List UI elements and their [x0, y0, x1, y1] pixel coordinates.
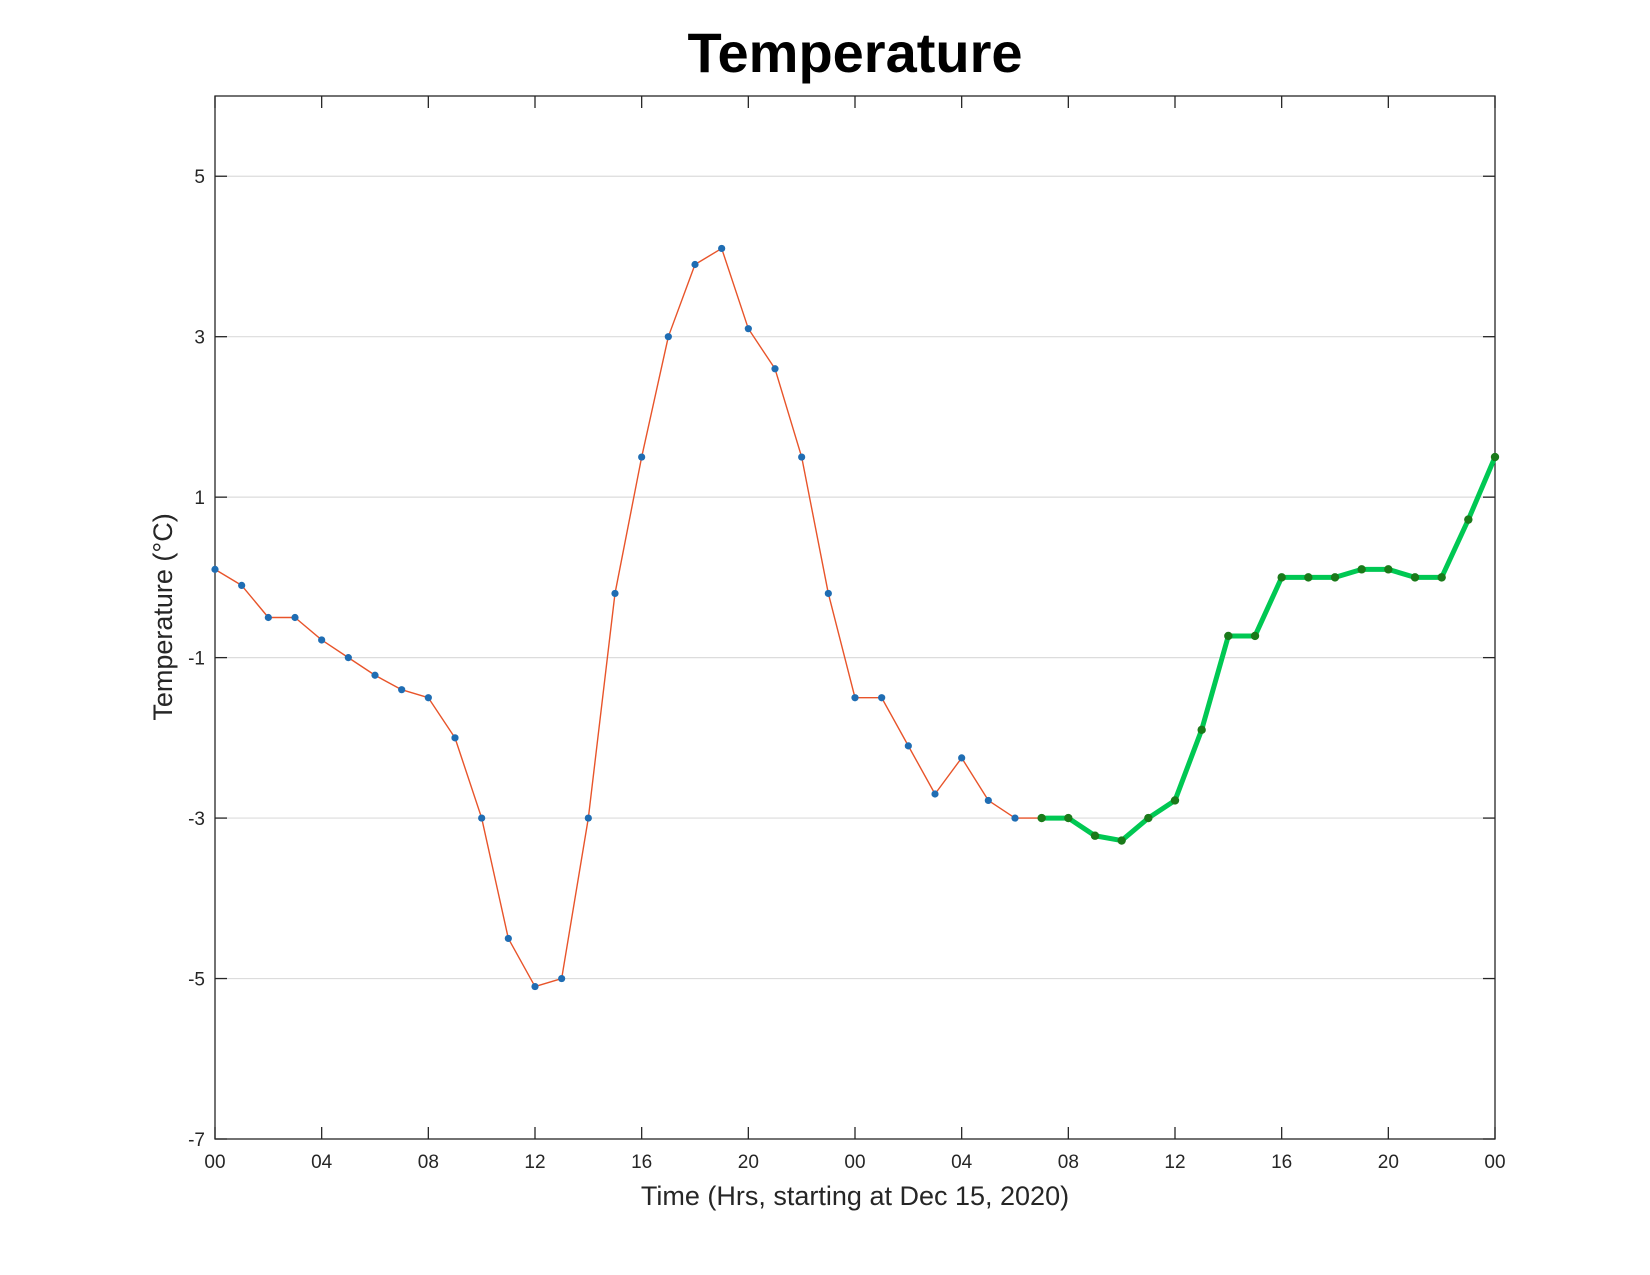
observed-point: [931, 790, 939, 798]
x-tick-label: 08: [418, 1152, 439, 1173]
y-tick-label: -1: [188, 649, 205, 670]
observed-point: [1011, 814, 1019, 822]
x-tick-label: 12: [1164, 1152, 1185, 1173]
x-tick-label: 00: [1484, 1152, 1505, 1173]
observed-series: [211, 244, 1046, 991]
forecast-point: [1357, 565, 1366, 574]
observed-point: [531, 982, 539, 991]
observed-point: [664, 333, 672, 341]
observed-point: [318, 636, 326, 644]
observed-point: [851, 694, 859, 702]
x-tick-label: 08: [1058, 1152, 1079, 1173]
observed-point: [291, 613, 299, 622]
observed-point: [958, 754, 966, 762]
x-tick-label: 12: [524, 1152, 545, 1173]
forecast-point: [1437, 573, 1446, 582]
observed-point: [798, 453, 806, 461]
y-axis-label: Temperature (°C): [148, 513, 178, 720]
forecast-point: [1464, 515, 1473, 524]
forecast-point: [1224, 631, 1233, 641]
observed-point: [824, 589, 832, 598]
observed-point: [478, 814, 486, 822]
forecast-point: [1277, 573, 1286, 582]
observed-point: [211, 565, 219, 573]
observed-point: [398, 686, 406, 694]
y-tick-label: -5: [188, 970, 205, 991]
observed-point: [264, 613, 272, 622]
observed-point: [424, 694, 432, 702]
observed-point: [744, 325, 752, 333]
forecast-point: [1197, 725, 1206, 735]
observed-point: [771, 365, 779, 373]
observed-point: [904, 742, 912, 750]
observed-point: [238, 581, 246, 590]
x-tick-label: 20: [1378, 1152, 1399, 1173]
observed-point: [451, 734, 459, 742]
forecast-point: [1037, 813, 1046, 823]
data-series: [211, 244, 1500, 991]
y-tick-label: 3: [194, 328, 205, 349]
x-tick-label: 20: [738, 1152, 759, 1173]
grid-lines: [215, 175, 1495, 980]
observed-point: [344, 654, 352, 662]
x-axis-label: Time (Hrs, starting at Dec 15, 2020): [641, 1181, 1069, 1211]
y-tick-label: -3: [188, 809, 205, 830]
observed-point: [878, 694, 886, 702]
chart-title: Temperature: [687, 21, 1022, 84]
observed-point: [718, 244, 726, 253]
forecast-point: [1170, 796, 1180, 805]
plot-area-frame: [214, 95, 1496, 1140]
forecast-point: [1144, 813, 1153, 823]
forecast-point: [1330, 573, 1340, 582]
observed-point: [371, 671, 379, 679]
forecast-point: [1090, 831, 1100, 840]
observed-point: [611, 589, 619, 598]
x-tick-label: 04: [951, 1152, 973, 1173]
observed-point: [984, 796, 992, 805]
observed-point: [584, 814, 592, 822]
forecast-point: [1304, 573, 1313, 582]
observed-point: [638, 453, 646, 461]
forecast-point: [1117, 836, 1126, 845]
forecast-point: [1490, 452, 1500, 462]
axis-ticks: [214, 96, 1496, 1140]
forecast-point: [1064, 813, 1073, 823]
observed-point: [558, 974, 566, 983]
forecast-series: [1037, 452, 1500, 845]
forecast-point: [1410, 573, 1420, 582]
x-tick-label: 04: [311, 1152, 333, 1173]
x-tick-label: 16: [631, 1152, 652, 1173]
y-tick-label: 5: [194, 167, 205, 188]
tick-labels: -7 -5 -3 -1 1 3 5 00 04 08 12 16 20 00 04 08 12 16 20 00: [188, 167, 1505, 1173]
y-tick-label: 1: [194, 488, 205, 509]
x-tick-label: 16: [1271, 1152, 1292, 1173]
observed-line: [214, 247, 1043, 988]
observed-point: [504, 934, 512, 943]
x-tick-label: 00: [844, 1152, 865, 1173]
x-tick-label: 00: [204, 1152, 225, 1173]
y-tick-label: -7: [188, 1130, 205, 1151]
observed-point: [691, 260, 699, 269]
forecast-point: [1384, 565, 1393, 574]
forecast-point: [1250, 631, 1260, 641]
forecast-line: [1039, 454, 1498, 844]
